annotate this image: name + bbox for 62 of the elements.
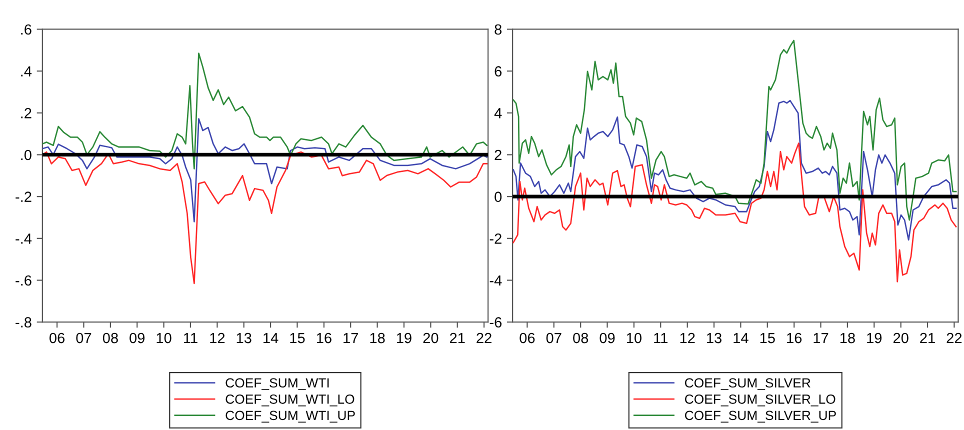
y-tick-label: .4 bbox=[21, 66, 32, 76]
x-tick-label: 06 bbox=[520, 332, 535, 344]
legend-label: COEF_SUM_SILVER bbox=[684, 378, 810, 390]
x-tick-label: 10 bbox=[156, 332, 172, 344]
line-series bbox=[512, 40, 957, 221]
y-tick-label: -.2 bbox=[16, 192, 32, 202]
legend-label: COEF_SUM_WTI_UP bbox=[226, 410, 355, 423]
x-tick-label: 21 bbox=[920, 332, 935, 344]
x-tick-label: 14 bbox=[734, 333, 748, 344]
x-tick-label: 22 bbox=[476, 332, 492, 344]
y-tick-label: -.4 bbox=[16, 234, 32, 244]
x-tick-label: 16 bbox=[316, 332, 332, 344]
x-tick-label: 20 bbox=[423, 332, 438, 344]
x-tick-label: 06 bbox=[50, 332, 65, 344]
x-tick-label: 19 bbox=[396, 332, 412, 344]
line-series bbox=[512, 100, 957, 241]
x-tick-label: 08 bbox=[573, 332, 588, 344]
x-tick-label: 07 bbox=[546, 332, 562, 344]
x-tick-label: 15 bbox=[760, 333, 775, 344]
y-tick-label: -6 bbox=[490, 317, 502, 328]
x-tick-label: 07 bbox=[76, 332, 92, 344]
line-series bbox=[42, 52, 488, 170]
x-tick-label: 17 bbox=[344, 333, 358, 344]
x-tick-label: 15 bbox=[290, 333, 305, 344]
y-tick-label: 6 bbox=[494, 66, 502, 76]
y-tick-label: -2 bbox=[490, 234, 502, 244]
legend-label: COEF_SUM_WTI_LO bbox=[226, 394, 354, 406]
x-tick-label: 10 bbox=[626, 332, 642, 344]
x-tick-label: 20 bbox=[893, 332, 908, 344]
x-tick-label: 11 bbox=[184, 333, 198, 344]
x-tick-label: 22 bbox=[946, 332, 962, 344]
y-tick-label: .6 bbox=[21, 24, 32, 35]
y-tick-label: .2 bbox=[21, 108, 32, 118]
x-tick-label: 17 bbox=[814, 333, 828, 344]
x-tick-label: 11 bbox=[654, 333, 668, 344]
y-tick-label: 4 bbox=[494, 108, 502, 118]
line-series bbox=[512, 142, 957, 282]
legend-label: COEF_SUM_WTI bbox=[226, 378, 329, 390]
x-tick-label: 13 bbox=[707, 332, 722, 344]
x-tick-label: 14 bbox=[264, 333, 278, 344]
y-tick-label: -4 bbox=[490, 275, 502, 286]
y-tick-label: .0 bbox=[21, 150, 32, 160]
x-tick-label: 16 bbox=[787, 332, 802, 344]
x-tick-label: 18 bbox=[840, 332, 855, 344]
y-tick-label: -.6 bbox=[16, 275, 32, 286]
x-tick-label: 08 bbox=[102, 332, 118, 344]
y-tick-label: 8 bbox=[494, 24, 502, 35]
y-tick-label: -.8 bbox=[16, 317, 32, 328]
legend-label: COEF_SUM_SILVER_LO bbox=[684, 394, 836, 406]
x-tick-label: 19 bbox=[867, 332, 882, 344]
x-tick-label: 21 bbox=[450, 332, 465, 344]
y-tick-label: 0 bbox=[494, 192, 502, 202]
x-tick-label: 12 bbox=[680, 332, 695, 344]
y-tick-label: 2 bbox=[494, 150, 502, 160]
x-tick-label: 09 bbox=[600, 332, 615, 344]
x-tick-label: 12 bbox=[210, 332, 225, 344]
x-tick-label: 18 bbox=[370, 332, 385, 344]
line-series bbox=[42, 151, 488, 284]
x-tick-label: 09 bbox=[130, 332, 145, 344]
legend-label: COEF_SUM_SILVER_UP bbox=[684, 410, 836, 423]
line-series bbox=[42, 118, 488, 222]
x-tick-label: 13 bbox=[236, 332, 252, 344]
